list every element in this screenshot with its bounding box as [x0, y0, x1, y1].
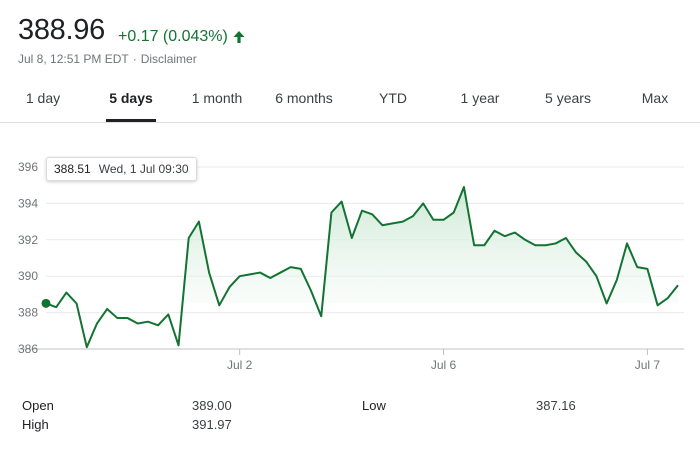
x-tick-label: Jul 6: [431, 358, 457, 372]
tab-1-day[interactable]: 1 day: [25, 90, 61, 106]
quote-meta: Jul 8, 12:51 PM EDT · Disclaimer: [18, 52, 197, 66]
price-change-value: +0.17 (0.043%): [118, 28, 228, 45]
y-tick-label: 394: [18, 196, 38, 210]
tab-5-days[interactable]: 5 days: [109, 90, 153, 106]
price-series-line: [45, 186, 679, 349]
tooltip-date: Wed, 1 Jul 09:30: [98, 162, 189, 176]
low-label: Low: [362, 398, 386, 413]
x-tick-label: Jul 7: [635, 358, 661, 372]
price-area-fill: [58, 187, 678, 304]
x-tick-label: Jul 2: [227, 358, 253, 372]
tab-6-months[interactable]: 6 months: [275, 90, 333, 106]
y-tick-label: 388: [18, 306, 38, 320]
tab-5-years[interactable]: 5 years: [545, 90, 591, 106]
range-tabs: 1 day 5 days 1 month 6 months YTD 1 year…: [0, 82, 700, 123]
open-value: 389.00: [192, 398, 232, 413]
meta-separator: ·: [132, 52, 137, 66]
tooltip-price: 388.51: [54, 162, 91, 176]
y-tick-label: 390: [18, 269, 38, 283]
current-price: 388.96: [18, 14, 105, 46]
tab-1-month[interactable]: 1 month: [191, 90, 243, 106]
high-value: 391.97: [192, 417, 232, 432]
y-tick-label: 392: [18, 233, 38, 247]
arrow-up-icon: [233, 31, 245, 43]
disclaimer-link[interactable]: Disclaimer: [140, 52, 197, 66]
low-value: 387.16: [536, 398, 576, 413]
y-tick-label: 396: [18, 160, 38, 174]
open-label: Open: [22, 398, 54, 413]
tab-ytd[interactable]: YTD: [379, 90, 407, 106]
quote-timestamp: Jul 8, 12:51 PM EDT: [18, 52, 129, 66]
chart-tooltip: 388.51 Wed, 1 Jul 09:30: [46, 157, 197, 181]
high-label: High: [22, 417, 49, 432]
tab-max[interactable]: Max: [641, 90, 669, 106]
price-change: +0.17 (0.043%): [118, 28, 246, 46]
tab-1-year[interactable]: 1 year: [460, 90, 500, 106]
hover-marker: [41, 298, 51, 308]
active-tab-indicator: [106, 119, 156, 122]
y-tick-label: 386: [18, 342, 38, 356]
